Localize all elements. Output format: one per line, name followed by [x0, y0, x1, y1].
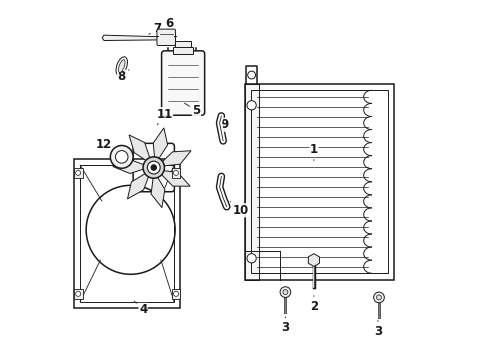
Circle shape	[115, 150, 128, 163]
Polygon shape	[160, 170, 190, 186]
Bar	[171, 288, 180, 299]
Polygon shape	[153, 128, 167, 160]
Bar	[74, 167, 82, 178]
Text: 6: 6	[165, 17, 174, 33]
Text: 4: 4	[134, 301, 147, 316]
Circle shape	[147, 161, 160, 174]
Circle shape	[173, 170, 178, 175]
Text: 3: 3	[281, 317, 289, 334]
Circle shape	[246, 254, 256, 263]
Circle shape	[110, 145, 133, 168]
Text: 5: 5	[184, 103, 200, 117]
Circle shape	[76, 291, 81, 296]
Circle shape	[151, 165, 156, 170]
Polygon shape	[129, 135, 150, 161]
FancyBboxPatch shape	[161, 51, 204, 115]
Text: 12: 12	[96, 138, 113, 152]
Bar	[250, 90, 387, 273]
Polygon shape	[113, 159, 145, 174]
Bar	[80, 165, 174, 302]
Bar	[244, 84, 393, 280]
Circle shape	[373, 292, 384, 303]
Bar	[74, 288, 82, 299]
Circle shape	[247, 71, 255, 79]
Text: 9: 9	[221, 118, 228, 135]
Bar	[74, 159, 180, 308]
Polygon shape	[102, 35, 166, 41]
Text: 11: 11	[156, 108, 172, 125]
Circle shape	[280, 287, 290, 297]
FancyBboxPatch shape	[157, 29, 175, 45]
Bar	[175, 41, 191, 46]
Ellipse shape	[118, 60, 125, 73]
Text: 3: 3	[373, 320, 381, 338]
Polygon shape	[127, 173, 149, 199]
Circle shape	[143, 157, 164, 178]
Circle shape	[76, 170, 81, 175]
Circle shape	[246, 101, 256, 110]
Text: 8: 8	[118, 70, 129, 83]
Text: 2: 2	[309, 296, 317, 313]
Bar	[171, 167, 180, 178]
Circle shape	[173, 291, 178, 296]
Bar	[173, 46, 192, 54]
Ellipse shape	[116, 57, 127, 76]
Polygon shape	[161, 151, 191, 166]
Text: 10: 10	[230, 201, 248, 217]
Circle shape	[283, 289, 287, 294]
Bar	[244, 84, 258, 280]
Text: 7: 7	[149, 22, 161, 35]
Circle shape	[376, 295, 381, 300]
Text: 1: 1	[309, 143, 317, 161]
Polygon shape	[151, 176, 164, 208]
